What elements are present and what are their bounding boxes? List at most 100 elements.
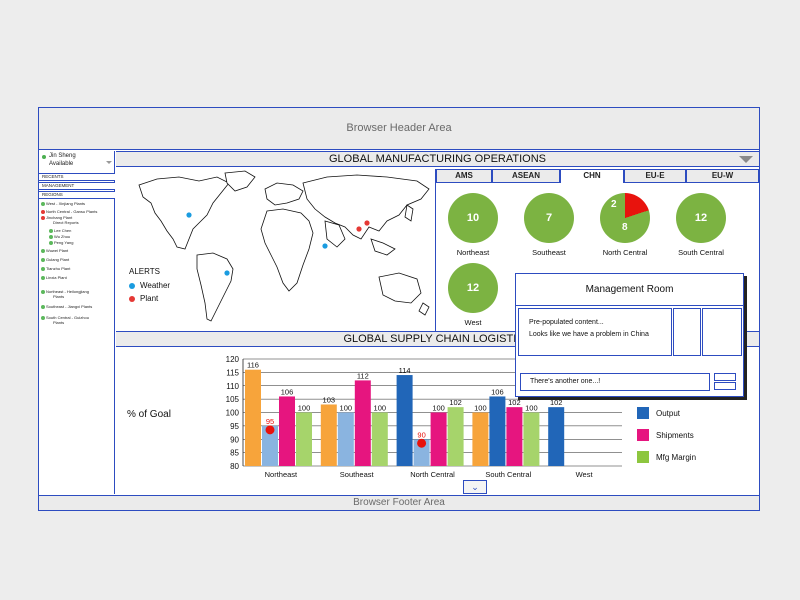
tree-item[interactable]: Linxia Plant <box>41 275 67 280</box>
expand-down-button[interactable]: ⌄ <box>463 480 487 494</box>
tree-item[interactable]: Northeast - Heilongjiang <box>41 289 89 294</box>
status-circle: 2 8 <box>600 193 650 243</box>
tree-item[interactable]: Plants <box>53 320 65 325</box>
section-management[interactable]: MANAGEMENT <box>39 182 115 190</box>
tree-item[interactable]: Gulang Plant <box>41 257 69 262</box>
chat-side-panel <box>673 308 701 356</box>
chat-message-input[interactable]: There's another one...! <box>520 373 710 391</box>
region-label: Southeast <box>532 248 566 257</box>
legend-label: Mfg Margin <box>656 453 696 462</box>
section-recents[interactable]: RECENTS <box>39 173 115 181</box>
status-circle: 10 <box>448 193 498 243</box>
region-tabs: AMS ASEAN CHN EU-E EU-W <box>436 169 759 183</box>
tree-item[interactable]: Jinchang Plant <box>41 215 72 220</box>
world-map[interactable] <box>117 169 435 331</box>
weather-alert-dot[interactable] <box>322 243 328 249</box>
bar <box>396 375 413 466</box>
presence-dot-icon <box>42 155 46 159</box>
legend-label: Shipments <box>656 431 694 440</box>
data-label: 114 <box>399 366 411 375</box>
below-goal-marker <box>265 425 275 435</box>
tree-item[interactable]: Direct Reports <box>53 220 79 225</box>
tab-asean[interactable]: ASEAN <box>492 169 560 183</box>
tree-item[interactable]: North Central - Gansu Plants <box>41 209 97 214</box>
tree-item[interactable]: South Central - Guizhou <box>41 315 89 320</box>
status-circle: 12 <box>448 263 498 313</box>
region-south-central[interactable]: 12 South Central <box>661 193 741 257</box>
send-button[interactable] <box>714 373 736 381</box>
tree-item[interactable]: West - Xinjiang Plants <box>41 201 85 206</box>
attach-button[interactable] <box>714 382 736 390</box>
weather-alert-dot[interactable] <box>224 270 230 276</box>
tree-item[interactable]: Lee Chen <box>49 228 71 233</box>
data-label: 102 <box>508 398 521 407</box>
legend-weather: Weather <box>129 281 170 290</box>
plant-alert-dot[interactable] <box>356 226 362 232</box>
region-west[interactable]: 12 West <box>433 263 513 327</box>
region-label: Northeast <box>456 248 490 257</box>
bar <box>447 407 464 466</box>
data-label: 106 <box>281 387 294 396</box>
x-category-label: Northeast <box>265 470 298 479</box>
tab-eu-w[interactable]: EU-W <box>686 169 759 183</box>
user-name: Jin Sheng <box>49 153 76 159</box>
tab-chn[interactable]: CHN <box>560 169 624 183</box>
alert-dot-icon <box>41 215 45 220</box>
dialog-title: Management Room <box>516 274 743 306</box>
user-status[interactable]: Jin Sheng Available <box>42 153 114 171</box>
data-label: 100 <box>474 404 487 413</box>
legend-swatch <box>637 429 649 441</box>
message-2: Looks like we have a problem in China <box>529 331 649 338</box>
y-tick-label: 85 <box>230 449 239 458</box>
plant-alert-dot[interactable] <box>364 220 370 226</box>
legend-swatch <box>637 451 649 463</box>
bar <box>489 396 506 466</box>
supply-bar-chart: % of Goal 80 85 90 95 100 105 110 115 120 Northeas… <box>127 355 696 479</box>
bar <box>506 407 523 466</box>
tab-ams[interactable]: AMS <box>436 169 492 183</box>
tree-item[interactable]: Plants <box>53 294 65 299</box>
bar <box>354 380 371 466</box>
tab-eu-e[interactable]: EU-E <box>624 169 686 183</box>
data-label: 100 <box>432 404 445 413</box>
bar <box>413 439 430 466</box>
y-axis-title: % of Goal <box>127 409 171 420</box>
y-tick-label: 120 <box>226 355 240 364</box>
status-dot-icon <box>49 234 53 239</box>
tree-item[interactable]: Peng Yang <box>49 240 73 245</box>
weather-alert-dot[interactable] <box>186 212 192 218</box>
plant-dot-icon <box>129 295 135 302</box>
tree-item[interactable]: Wuwei Plant <box>41 248 68 253</box>
region-southeast[interactable]: 7 Southeast <box>509 193 589 257</box>
legend-swatch <box>637 407 649 419</box>
tree-item[interactable]: Southeast - Jiangxi Plants <box>41 304 92 309</box>
tree-item[interactable]: Wu Zhou <box>49 234 70 239</box>
alert-dot-icon <box>41 209 45 214</box>
bar <box>262 425 278 466</box>
data-label: 95 <box>266 417 274 426</box>
data-label: 100 <box>340 404 353 413</box>
collapse-triangle-icon[interactable] <box>739 156 753 163</box>
x-category-label: South Central <box>485 470 531 479</box>
region-north-central[interactable]: 2 8 North Central <box>585 193 665 257</box>
data-label: 102 <box>550 398 563 407</box>
data-label: 116 <box>247 361 259 370</box>
region-northeast[interactable]: 10 Northeast <box>433 193 513 257</box>
supply-chart-panel: % of Goal 80 85 90 95 100 105 110 115 120 Northeas… <box>117 349 759 494</box>
data-label: 112 <box>357 371 369 380</box>
alerts-legend-title: ALERTS <box>129 267 160 276</box>
ops-title-bar: GLOBAL MANUFACTURING OPERATIONS <box>116 151 759 167</box>
chevron-down-icon[interactable] <box>106 161 112 164</box>
status-dot-icon <box>41 275 45 280</box>
status-circle: 7 <box>524 193 574 243</box>
section-regions[interactable]: REGIONS <box>39 191 115 199</box>
sidebar: Jin Sheng Available RECENTS MANAGEMENT R… <box>39 151 115 494</box>
alert-count: 2 <box>611 199 617 210</box>
bar <box>245 369 261 466</box>
status-dot-icon <box>41 201 45 206</box>
legend-plant: Plant <box>129 294 158 303</box>
region-label: South Central <box>678 248 724 257</box>
status-circle: 12 <box>676 193 726 243</box>
tree-item[interactable]: Tianzhu Plant <box>41 266 70 271</box>
status-dot-icon <box>41 248 45 253</box>
